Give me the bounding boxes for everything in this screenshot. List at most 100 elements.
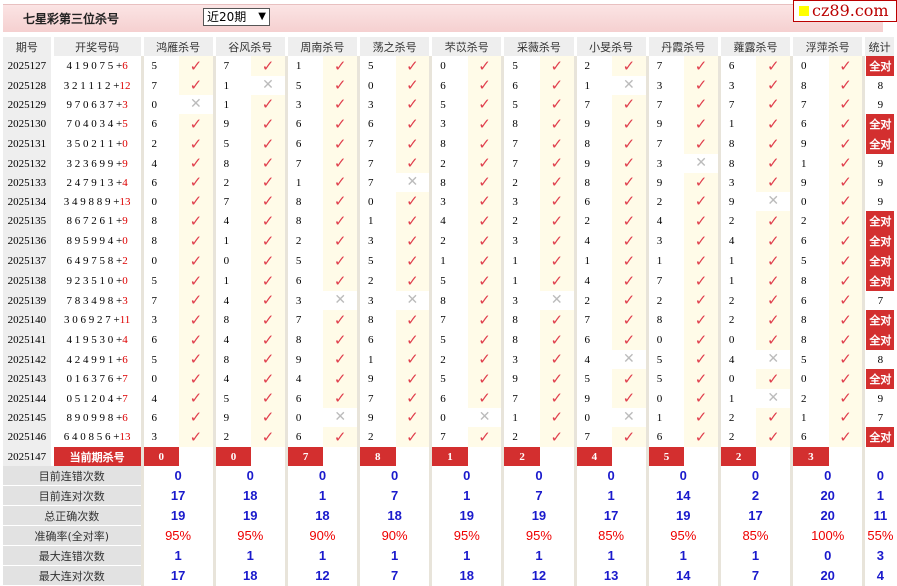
cross-icon: ✕	[767, 352, 780, 367]
stats-value: 20	[791, 505, 866, 526]
result-cell: ✓	[756, 231, 794, 251]
kill-number: 3	[151, 431, 158, 443]
stat-cell: 9	[864, 173, 896, 192]
kill-number: 1	[295, 60, 302, 72]
result-cell: ✓	[323, 251, 361, 271]
draw-cell: 4 2 4 9 9 1 +6	[52, 350, 144, 369]
empty-cell	[251, 447, 288, 466]
result-cell: ✓	[828, 251, 866, 271]
check-icon: ✓	[406, 213, 419, 230]
check-icon: ✓	[261, 97, 275, 113]
site-logo[interactable]: cz89.com	[793, 0, 897, 22]
kill-number: 9	[584, 392, 591, 405]
check-icon: ✓	[839, 352, 852, 368]
kill-number: 6	[584, 195, 591, 208]
kill-number: 5	[151, 60, 158, 72]
check-icon: ✓	[333, 332, 347, 349]
kill-number: 1	[368, 353, 374, 366]
column-header-expert: 芣苡杀号	[430, 37, 505, 56]
kill-number: 2	[368, 431, 374, 443]
result-cell: ✓	[612, 427, 649, 447]
kill-number: 9	[584, 118, 591, 130]
check-icon: ✓	[622, 371, 636, 388]
check-icon: ✓	[406, 273, 419, 290]
result-cell: ✓	[539, 427, 577, 447]
result-cell: ✓	[828, 271, 866, 291]
column-header-stat: 统计	[863, 37, 897, 56]
result-cell: ✓	[756, 76, 794, 95]
result-cell: ✓	[395, 231, 433, 251]
check-icon: ✓	[261, 233, 275, 250]
check-icon: ✓	[333, 213, 347, 230]
cross-icon: ✕	[262, 78, 274, 93]
period-range-select[interactable]: 近20期 ▼	[203, 8, 270, 26]
stat-cell: 7	[864, 408, 896, 427]
result-cell: ✓	[179, 427, 216, 447]
result-cell: ✓	[828, 211, 866, 231]
kill-number: 3	[512, 235, 518, 247]
stats-value: 95%	[430, 525, 505, 546]
result-cell: ✓	[323, 231, 361, 251]
draw-extra: 6	[122, 353, 128, 366]
stats-value: 0	[719, 466, 794, 486]
check-icon: ✓	[261, 253, 275, 270]
kill-number: 9	[656, 118, 663, 130]
result-cell: ✓	[684, 231, 721, 251]
result-cell: ✓	[828, 389, 866, 408]
check-icon: ✓	[839, 116, 852, 133]
period-cell: 2025130	[3, 114, 54, 134]
cross-icon: ✕	[478, 410, 491, 425]
kill-number: 8	[584, 176, 591, 189]
kill-number: 6	[728, 60, 735, 72]
kill-number: 1	[728, 118, 735, 130]
check-icon: ✓	[622, 332, 636, 349]
kill-number: 2	[728, 294, 735, 307]
check-icon: ✓	[189, 273, 203, 290]
result-cell: ✓	[756, 310, 794, 330]
stats-value: 1	[286, 485, 361, 506]
result-cell: ✓	[612, 192, 649, 211]
kill-number: 1	[223, 79, 230, 92]
kill-number: 8	[440, 176, 446, 189]
result-cell: ✓	[251, 134, 288, 154]
kill-number: 6	[440, 392, 446, 405]
kill-number: 2	[295, 235, 302, 247]
kill-number: 5	[295, 255, 302, 267]
kill-number: 9	[728, 195, 735, 208]
kill-number: 1	[728, 255, 735, 267]
check-icon: ✓	[766, 293, 780, 309]
result-cell: ✓	[828, 192, 866, 211]
period-cell: 2025134	[3, 192, 54, 211]
draw-cell: 9 2 3 5 1 0 +0	[52, 271, 144, 291]
check-icon: ✓	[333, 116, 347, 133]
table-row: 2025140 3 0 6 9 2 7 +11 3 ✓ 8 ✓ 7 ✓ 8 ✓ 7 ✓ 8 ✓ 7 ✓ 8 ✓ 2 ✓…	[3, 310, 896, 330]
check-icon: ✓	[406, 78, 419, 94]
result-cell: ✓	[179, 76, 216, 95]
kill-number: 4	[223, 334, 230, 346]
period-cell: 2025136	[3, 231, 54, 251]
kill-number: 1	[584, 79, 591, 92]
result-cell: ✓	[539, 389, 577, 408]
stats-value: 95%	[142, 525, 216, 546]
column-header-expert: 蕹露杀号	[719, 37, 794, 56]
result-cell: ✓	[756, 369, 794, 389]
check-icon: ✓	[189, 58, 203, 75]
kill-number: 4	[728, 353, 735, 366]
check-icon: ✓	[766, 156, 780, 172]
cross-icon: ✕	[623, 352, 635, 367]
draw-extra: 0	[122, 138, 128, 150]
result-cell: ✓	[828, 231, 866, 251]
cross-icon: ✕	[406, 175, 419, 190]
check-icon: ✓	[261, 312, 275, 329]
result-cell: ✓	[684, 408, 721, 427]
kill-number: 8	[512, 118, 518, 130]
draw-extra: 13	[119, 431, 131, 443]
result-cell: ✕	[395, 291, 433, 310]
stats-label: 最大连对次数	[3, 565, 144, 586]
kill-number: 5	[151, 275, 158, 287]
result-cell: ✓	[828, 173, 866, 192]
kill-number: 5	[656, 373, 663, 385]
kill-number: 4	[151, 392, 158, 405]
result-cell: ✓	[251, 192, 288, 211]
result-cell: ✓	[612, 134, 649, 154]
